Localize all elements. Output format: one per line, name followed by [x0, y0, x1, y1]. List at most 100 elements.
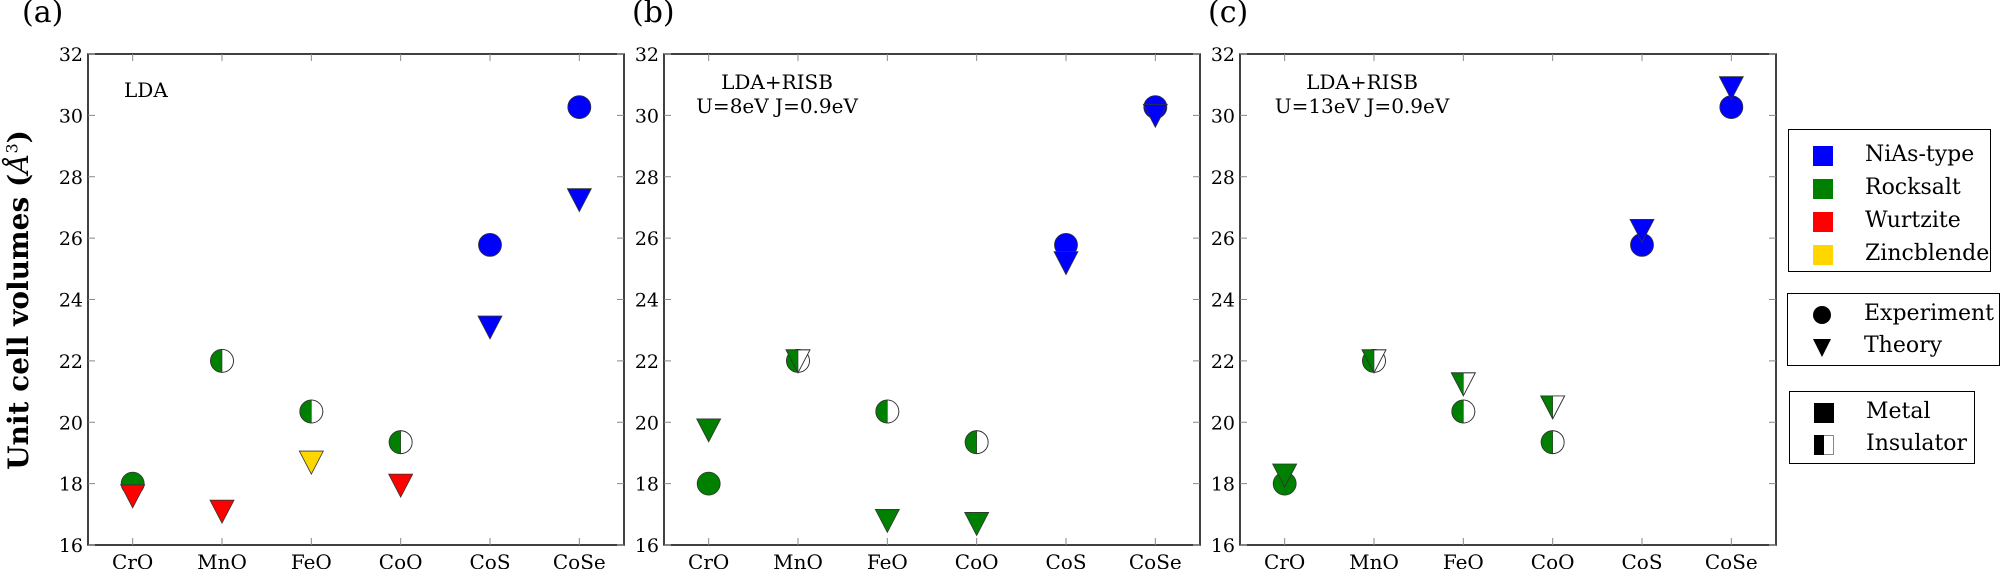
theory-marker-CrO: [696, 418, 722, 443]
experiment-marker-FeO: [299, 399, 324, 424]
theory-marker-CoS: [477, 315, 503, 340]
x-tick-label: MnO: [197, 550, 247, 569]
panel-c-label: (c): [1208, 0, 1249, 30]
y-tick-label: 28: [635, 167, 659, 189]
experiment-marker-CoSe: [567, 95, 592, 119]
legend-structure: NiAs-type Rocksalt Wurtzite Zincblende: [1788, 129, 1991, 272]
x-tick-label: CoO: [379, 550, 423, 569]
y-tick-label: 20: [59, 412, 83, 434]
theory-marker-MnO: [1361, 349, 1387, 374]
y-tick-label: 28: [59, 167, 83, 189]
experiment-marker-CoO: [1540, 430, 1565, 455]
x-tick-label: FeO: [291, 550, 332, 569]
legend-label: Zincblende: [1865, 241, 1990, 266]
legend-label: Metal: [1866, 399, 1931, 424]
theory-marker-CoO: [388, 473, 414, 498]
panel-b-label: (b): [632, 0, 675, 30]
theory-marker-FeO: [298, 450, 324, 475]
x-tick-label: CoSe: [1705, 550, 1758, 569]
panel-b-annotation: LDA+RISB U=8eV J=0.9eV: [682, 70, 872, 118]
full-square-icon: [1814, 403, 1834, 423]
circle-marker-icon: [1813, 306, 1831, 324]
x-tick-label: MnO: [773, 550, 823, 569]
y-tick-label: 30: [635, 105, 659, 127]
y-tick-label: 18: [1211, 474, 1235, 496]
panel-c-annotation-line1: LDA+RISB: [1306, 70, 1418, 94]
x-tick-label: CoSe: [553, 550, 606, 569]
panel-a-annotation: LDA: [124, 78, 168, 102]
zincblende-swatch-icon: [1813, 245, 1833, 265]
experiment-marker-FeO: [875, 399, 900, 424]
y-tick-label: 16: [59, 535, 83, 557]
experiment-marker-CoS: [478, 232, 502, 257]
theory-marker-FeO: [874, 508, 900, 534]
y-tick-label: 26: [59, 228, 83, 250]
panel-a: 16 18 20 22 24 26 28 30 32 CrO MnO FeO CoO CoS CoSe: [59, 44, 625, 569]
panel-c-annotation-line2: U=13eV J=0.9eV: [1274, 94, 1450, 118]
y-tick-label: 32: [1211, 44, 1235, 66]
y-tick-label: 22: [635, 351, 659, 373]
theory-marker-CoO: [1540, 395, 1566, 420]
y-tick-label: 24: [59, 290, 83, 312]
plot-frame: [1239, 53, 1777, 546]
x-tick-label: CrO: [112, 550, 153, 569]
y-tick-label: 28: [1211, 167, 1235, 189]
x-tick-label: CoSe: [1129, 550, 1182, 569]
theory-marker-CrO: [120, 484, 146, 509]
theory-marker-CoSe: [1142, 103, 1168, 129]
x-tick-label: MnO: [1349, 550, 1399, 569]
y-tick-label: 16: [1211, 535, 1235, 557]
experiment-marker-CrO: [696, 471, 721, 496]
legend-item-insulator: Insulator: [1790, 429, 1974, 461]
y-tick-label: 32: [59, 44, 83, 66]
experiment-marker-MnO: [210, 348, 234, 373]
x-tick-label: CoS: [1045, 550, 1086, 569]
legend-item-experiment: Experiment: [1788, 299, 1999, 331]
legend-item-wurtzite: Wurtzite: [1789, 206, 1990, 238]
y-tick-label: 16: [635, 535, 659, 557]
legend-state: Metal Insulator: [1789, 391, 1975, 464]
panel-a-label: (a): [22, 0, 64, 30]
theory-marker-CoO: [964, 512, 990, 537]
y-tick-label: 22: [1211, 351, 1235, 373]
panel-b-annotation-line2: U=8eV J=0.9eV: [696, 94, 858, 118]
x-tick-label: CoO: [955, 550, 999, 569]
x-tick-label: CoS: [469, 550, 510, 569]
theory-marker-CoSe: [566, 188, 592, 213]
plot-frame: [663, 53, 1201, 546]
theory-marker-MnO: [785, 349, 811, 374]
nias-swatch-icon: [1813, 146, 1833, 166]
x-tick-label: CoS: [1621, 550, 1662, 569]
wurtzite-swatch-icon: [1813, 212, 1833, 232]
legend-label: Theory: [1864, 333, 1943, 358]
panel-c-annotation: LDA+RISB U=13eV J=0.9eV: [1262, 70, 1462, 118]
y-tick-label: 22: [59, 351, 83, 373]
experiment-marker-CoO: [388, 430, 413, 455]
y-tick-label: 24: [635, 290, 659, 312]
experiment-marker-FeO: [1451, 399, 1476, 424]
legend-label: Rocksalt: [1865, 175, 1961, 200]
y-tick-label: 18: [59, 474, 83, 496]
y-tick-label: 30: [59, 105, 83, 127]
y-tick-label: 24: [1211, 290, 1235, 312]
x-tick-label: CrO: [1264, 550, 1305, 569]
legend-item-metal: Metal: [1790, 397, 1974, 429]
legend-label: Wurtzite: [1865, 208, 1961, 233]
panel-c: 16 18 20 22 24 26 28 30 32 CrO MnO FeO CoO CoS CoSe: [1211, 44, 1777, 569]
panel-b-annotation-line1: LDA+RISB: [721, 70, 833, 94]
legend-item-zincblende: Zincblende: [1789, 239, 1990, 271]
y-tick-label: 30: [1211, 105, 1235, 127]
theory-marker-CoS: [1053, 251, 1079, 276]
legend-item-theory: Theory: [1788, 331, 1999, 363]
theory-marker-FeO: [1450, 372, 1476, 397]
y-tick-label: 20: [1211, 412, 1235, 434]
y-tick-label: 26: [1211, 228, 1235, 250]
legend-label: NiAs-type: [1865, 142, 1975, 167]
triangle-down-marker-icon: [1813, 339, 1831, 357]
panel-a-annotation-line1: LDA: [124, 78, 168, 102]
theory-marker-MnO: [209, 499, 235, 525]
legend-item-rocksalt: Rocksalt: [1789, 173, 1990, 205]
theory-marker-CrO: [1272, 463, 1298, 488]
